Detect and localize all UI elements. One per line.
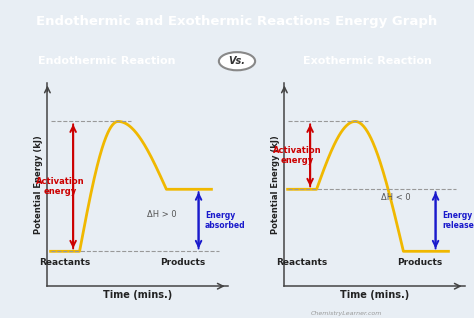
Y-axis label: Potential Energy (kJ): Potential Energy (kJ) <box>34 135 43 234</box>
Text: Reactants: Reactants <box>276 258 328 267</box>
X-axis label: Time (mins.): Time (mins.) <box>103 290 172 301</box>
Text: ΔH < 0: ΔH < 0 <box>381 192 410 202</box>
Text: Exothermic Reaction: Exothermic Reaction <box>303 56 432 66</box>
Text: ChemistryLearner.com: ChemistryLearner.com <box>310 311 382 316</box>
Text: Vs.: Vs. <box>228 56 246 66</box>
Text: Products: Products <box>160 258 205 267</box>
Text: ΔH > 0: ΔH > 0 <box>147 210 177 219</box>
Text: Activation
energy: Activation energy <box>273 146 321 165</box>
Y-axis label: Potential Energy (kJ): Potential Energy (kJ) <box>271 135 280 234</box>
Text: Endothermic Reaction: Endothermic Reaction <box>38 56 175 66</box>
Text: Activation
energy: Activation energy <box>36 177 84 196</box>
Text: Energy
absorbed: Energy absorbed <box>205 211 246 230</box>
Text: Reactants: Reactants <box>39 258 91 267</box>
X-axis label: Time (mins.): Time (mins.) <box>340 290 409 301</box>
Text: Energy
released: Energy released <box>442 211 474 230</box>
Circle shape <box>219 52 255 70</box>
Text: Products: Products <box>397 258 442 267</box>
Text: Endothermic and Exothermic Reactions Energy Graph: Endothermic and Exothermic Reactions Ene… <box>36 15 438 28</box>
